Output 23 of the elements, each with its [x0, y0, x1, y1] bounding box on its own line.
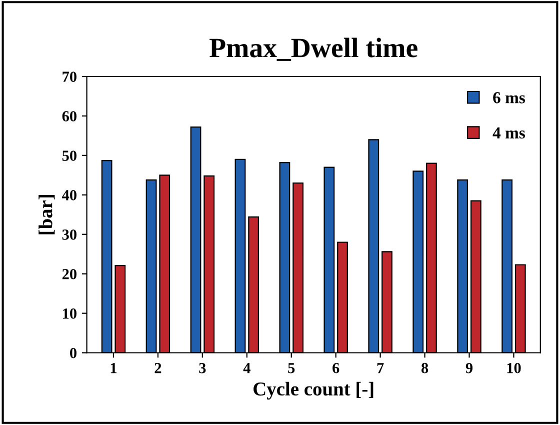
- y-tick-label: 40: [62, 190, 76, 200]
- y-tick-label: 10: [63, 308, 76, 319]
- x-tick-label: 1: [110, 362, 117, 374]
- x-tick-label: 10: [507, 362, 521, 374]
- y-axis-title: [bar]: [38, 195, 55, 234]
- y-tick-label: 0: [70, 348, 76, 358]
- y-tick-label: 70: [62, 72, 76, 82]
- legend-label: 4 ms: [492, 127, 525, 139]
- y-tick-label: 20: [62, 268, 76, 280]
- y-tick-label: 30: [62, 230, 76, 240]
- y-tick-label: 60: [62, 111, 76, 122]
- x-tick-label: 7: [377, 363, 384, 374]
- x-tick-label: 4: [243, 363, 250, 374]
- x-tick-label: 9: [466, 362, 473, 374]
- x-tick-label: 6: [332, 362, 340, 374]
- legend-label: 6 ms: [493, 92, 525, 104]
- x-tick-label: 8: [421, 362, 428, 374]
- x-tick-label: 2: [154, 362, 162, 374]
- x-tick-label: 3: [199, 362, 206, 374]
- chart-title: Pmax_Dwell time: [210, 38, 418, 61]
- y-tick-label: 50: [62, 150, 76, 161]
- x-axis-title: Cycle count [-]: [254, 382, 374, 400]
- x-tick-label: 5: [288, 363, 295, 374]
